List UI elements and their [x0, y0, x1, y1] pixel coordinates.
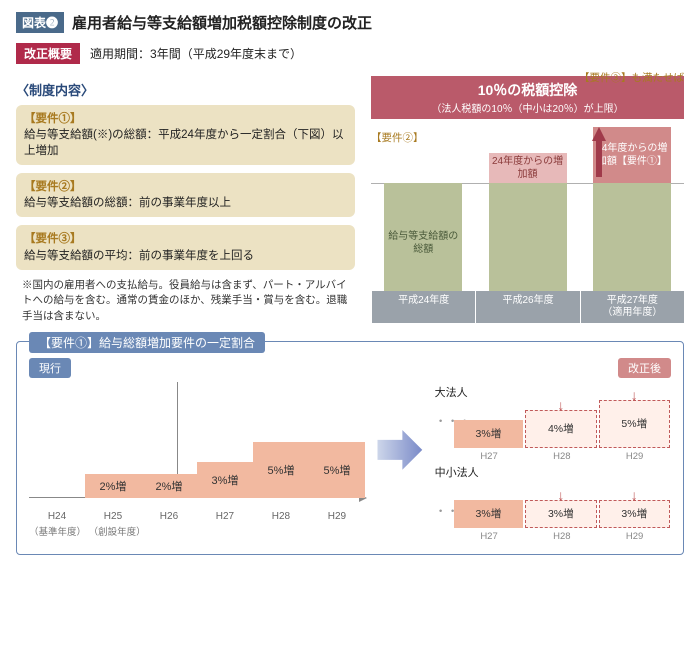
requirement-box: 【要件②】給与等支給額の総額：前の事業年度以上: [16, 173, 355, 217]
period-text: 適用期間：3年間（平成29年度末まで）: [90, 45, 302, 62]
ellipsis: ・・・: [435, 412, 453, 435]
overview-tag: 改正概要: [16, 43, 80, 64]
foot-base: （基準年度）: [29, 527, 86, 538]
foot-est: （創設年度）: [89, 527, 146, 538]
panel-title: 【要件①】給与総額増加要件の一定割合: [29, 332, 265, 353]
page-title: 雇用者給与等支給額増加税額控除制度の改正: [72, 12, 372, 33]
requirement-box: 【要件③】給与等支給額の平均：前の事業年度を上回る: [16, 225, 355, 269]
ellipsis: ・・・: [435, 502, 453, 525]
callout-right: 【要件③】も満たせば: [579, 70, 684, 85]
arrow-right-icon: [375, 425, 425, 475]
tag-after: 改正後: [618, 358, 671, 378]
deduction-sub: （法人税額の10％（中小は20％）が上限）: [377, 100, 678, 115]
requirement-box: 【要件①】給与等支給額(※)の総額：平成24年度から一定割合（下図）以上増加: [16, 105, 355, 165]
tag-current: 現行: [29, 358, 71, 378]
step-chart-current: 2%増2%増3%増5%増5%増 H24H25H26H27H28H29: [29, 382, 365, 522]
footnote: ※国内の雇用者への支払給与。役員給与は含まず、パート・アルバイトへの給与を含む。…: [16, 278, 355, 325]
step-chart-sme: ・・・3%増3%増↓3%増↓ H27H28H29: [435, 482, 671, 542]
section-heading: 〈制度内容〉: [16, 80, 355, 99]
figure-tag: 図表❷: [16, 12, 64, 33]
step-chart-large: ・・・3%増4%増↓5%増↓ H27H28H29: [435, 402, 671, 462]
bar-chart: 給与等支給額の総額24年度からの増加額24年度からの増加額【要件①】 平成24年…: [371, 123, 684, 323]
sme-heading: 中小法人: [435, 464, 671, 480]
